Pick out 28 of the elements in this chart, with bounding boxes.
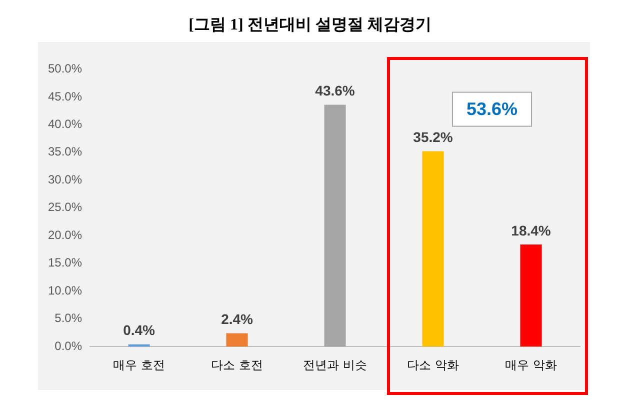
bar	[422, 151, 444, 347]
x-tick-label: 매우 호전	[113, 358, 165, 372]
y-tick-label: 35.0%	[48, 144, 82, 159]
bar	[226, 333, 248, 347]
x-tick-label: 전년과 비슷	[303, 358, 367, 372]
bar	[520, 244, 542, 347]
annotation: 53.6%	[466, 99, 518, 120]
y-tick-label: 45.0%	[48, 89, 82, 104]
data-label: 35.2%	[413, 129, 454, 146]
data-label: 43.6%	[315, 82, 356, 99]
bar	[128, 344, 150, 347]
bar	[324, 104, 346, 347]
x-tick-label: 매우 악화	[505, 358, 557, 372]
y-tick-label: 5.0%	[54, 311, 82, 326]
y-tick-label: 15.0%	[48, 256, 82, 270]
x-tick-label: 다소 악화	[407, 358, 459, 372]
chart-title: [그림 1] 전년대비 설명절 체감경기	[188, 16, 432, 34]
data-label: 18.4%	[511, 222, 552, 238]
data-label: 0.4%	[123, 322, 156, 338]
x-tick-label: 다소 호전	[211, 358, 263, 372]
y-tick-label: 10.0%	[48, 283, 82, 298]
y-tick-label: 20.0%	[48, 228, 82, 242]
y-tick-label: 0.0%	[54, 338, 82, 353]
y-tick-label: 30.0%	[48, 172, 82, 186]
y-tick-label: 50.0%	[48, 62, 82, 76]
data-label: 2.4%	[221, 311, 254, 328]
y-tick-label: 40.0%	[48, 116, 82, 131]
y-tick-label: 25.0%	[48, 200, 82, 214]
